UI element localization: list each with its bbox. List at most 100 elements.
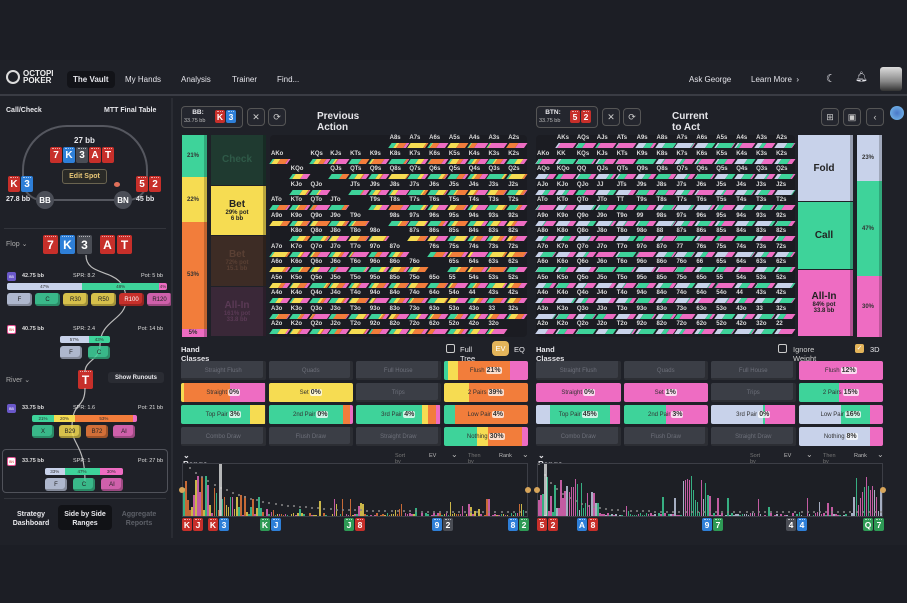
hand-cell[interactable]: 73o — [407, 306, 429, 322]
action-button-c[interactable]: C — [88, 346, 110, 359]
eq-toggle[interactable]: EQ — [514, 345, 525, 354]
hand-class-quads[interactable]: Quads — [268, 361, 353, 380]
hand-cell[interactable]: J9s — [368, 182, 390, 198]
hand-cell[interactable]: 84o — [388, 290, 409, 306]
hand-cell[interactable]: 52o — [714, 321, 736, 337]
hand-cell[interactable]: J3s — [754, 182, 776, 198]
hand-cell[interactable]: 42s — [506, 290, 528, 306]
hand-cell[interactable]: 75o — [407, 275, 429, 291]
action-button-ai[interactable]: AI — [113, 425, 135, 438]
hand-cell[interactable]: K8s — [388, 151, 409, 167]
action-button-r100[interactable]: R100 — [119, 293, 144, 306]
hand-cell[interactable]: K3o — [289, 306, 311, 322]
hand-cell[interactable]: J5s — [447, 182, 469, 198]
hand-cell[interactable]: T7s — [674, 197, 696, 213]
hand-cell[interactable]: KTs — [348, 151, 370, 167]
hand-cell[interactable]: K7s — [674, 151, 696, 167]
hand-cell[interactable]: JTo — [328, 197, 350, 213]
user-avatar[interactable] — [880, 67, 902, 91]
hand-cell[interactable]: K9s — [635, 151, 657, 167]
hand-cell[interactable]: QJs — [595, 166, 617, 182]
nav-trainer[interactable]: Trainer — [232, 75, 258, 84]
action-button-f[interactable]: F — [7, 293, 32, 306]
ask-george-link[interactable]: Ask George — [689, 75, 732, 84]
action-option-call[interactable]: Call — [798, 202, 853, 269]
hand-cell[interactable]: JJ — [595, 182, 617, 198]
hand-cell[interactable]: 72o — [674, 321, 696, 337]
hand-class-2-pairs[interactable]: 2 Pairs 15% — [798, 383, 883, 402]
hand-cell[interactable]: A9s — [635, 135, 657, 151]
hand-cell[interactable]: 43o — [734, 306, 756, 322]
hand-class-low-pair[interactable]: Low Pair 16% — [798, 405, 883, 424]
hand-cell[interactable]: 96s — [427, 213, 449, 229]
range-slider-handle-left[interactable] — [534, 487, 540, 493]
hand-cell[interactable]: AKo — [535, 151, 557, 167]
ev-toggle[interactable]: EV — [492, 341, 509, 356]
hand-cell[interactable]: J5o — [328, 275, 350, 291]
hand-cell[interactable]: Q9s — [635, 166, 657, 182]
hand-cell[interactable]: Q4o — [575, 290, 597, 306]
bb-seat[interactable]: BB — [36, 191, 54, 209]
hand-cell[interactable]: 85o — [388, 275, 409, 291]
hand-cell[interactable]: 62o — [427, 321, 449, 337]
hand-cell[interactable]: 97o — [635, 244, 657, 260]
hand-cell[interactable]: J8s — [654, 182, 676, 198]
action-option-fold[interactable]: Fold — [798, 135, 853, 202]
hand-cell[interactable]: T9o — [348, 213, 370, 229]
hand-cell[interactable]: 44 — [467, 290, 488, 306]
ignore-weight-checkbox[interactable] — [778, 344, 787, 353]
bn-seat[interactable]: BN — [114, 191, 132, 209]
hand-cell[interactable]: 52s — [774, 275, 796, 291]
hand-cell[interactable]: 32o — [486, 321, 508, 337]
hand-cell[interactable]: A8s — [388, 135, 409, 151]
hand-cell[interactable]: 74s — [734, 244, 756, 260]
hand-cell[interactable]: 72s — [506, 244, 528, 260]
hand-cell[interactable]: 74o — [407, 290, 429, 306]
hand-cell[interactable]: K6s — [694, 151, 716, 167]
hand-cell[interactable]: 42o — [734, 321, 756, 337]
hand-cell[interactable]: 53s — [486, 275, 508, 291]
hand-class-2nd-pair[interactable]: 2nd Pair 0% — [268, 405, 353, 424]
hand-cell[interactable]: K9s — [368, 151, 390, 167]
hand-cell[interactable]: T3s — [754, 197, 776, 213]
hand-cell[interactable]: 83s — [754, 228, 776, 244]
range-slider-handle-right[interactable] — [525, 487, 531, 493]
hand-cell[interactable]: 65o — [694, 275, 716, 291]
hand-cell[interactable]: 65s — [714, 259, 736, 275]
action-button-ai[interactable]: AI — [101, 478, 123, 491]
hand-cell[interactable]: 52o — [447, 321, 469, 337]
hand-cell[interactable]: 62o — [694, 321, 716, 337]
hand-cell[interactable]: A6o — [535, 259, 557, 275]
hand-class-full-house[interactable]: Full House — [711, 361, 796, 380]
hand-cell[interactable]: 76o — [407, 259, 429, 275]
hand-cell[interactable]: 52s — [506, 275, 528, 291]
range-map-selection-line[interactable] — [219, 464, 222, 516]
hand-cell[interactable]: 64s — [467, 259, 488, 275]
hand-class-straight-flush[interactable]: Straight Flush — [181, 361, 266, 380]
hand-cell[interactable]: 63s — [754, 259, 776, 275]
hand-class-top-pair[interactable]: Top Pair 3% — [181, 405, 266, 424]
hand-cell[interactable]: 85o — [654, 275, 677, 291]
hand-cell[interactable]: KTs — [615, 151, 637, 167]
hand-cell[interactable]: T4s — [734, 197, 756, 213]
hand-cell[interactable]: 84o — [654, 290, 677, 306]
hand-cell[interactable]: 88 — [654, 228, 676, 244]
hand-cell[interactable]: AKs — [555, 135, 577, 151]
hand-cell[interactable]: T2s — [506, 197, 528, 213]
hand-cell[interactable]: Q3s — [754, 166, 776, 182]
hand-class-flush[interactable]: Flush 21% — [443, 361, 528, 380]
hand-cell[interactable]: 83o — [654, 306, 677, 322]
hand-cell[interactable]: Q3o — [308, 306, 330, 322]
hand-cell[interactable]: J8s — [388, 182, 409, 198]
hand-cell[interactable]: 86o — [388, 259, 409, 275]
hand-cell[interactable]: 76s — [694, 244, 716, 260]
hand-cell[interactable]: Q7o — [308, 244, 330, 260]
hand-cell[interactable]: 86s — [694, 228, 716, 244]
hand-cell[interactable]: T6s — [694, 197, 716, 213]
hand-cell[interactable]: 54s — [734, 275, 756, 291]
hand-cell[interactable]: A3s — [486, 135, 508, 151]
hand-cell[interactable]: 42s — [774, 290, 796, 306]
hand-cell[interactable]: J5o — [595, 275, 617, 291]
